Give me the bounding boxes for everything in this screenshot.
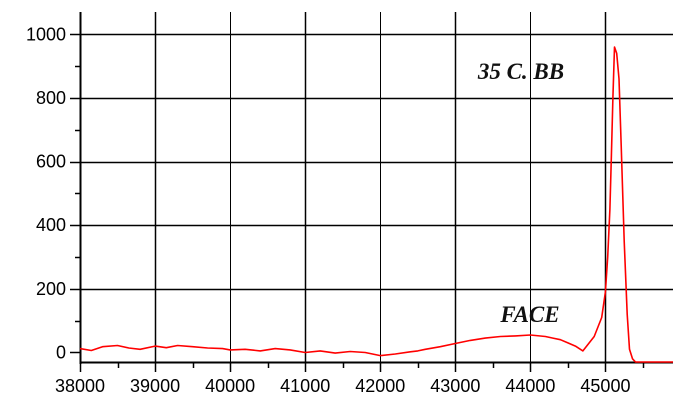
y-tick-label-1000: 1000 [26, 24, 66, 44]
y-tick-label-600: 600 [36, 152, 66, 172]
y-tick-label-400: 400 [36, 215, 66, 235]
x-tick-label-41000: 41000 [280, 376, 330, 396]
annotation-35-c-bb: 35 C. BB [477, 59, 564, 84]
x-tick-label-42000: 42000 [355, 376, 405, 396]
series-line-0 [79, 46, 673, 363]
x-tick-label-38000: 38000 [55, 376, 105, 396]
tick-labels: 0 200 400 600 800 1000 38000 39000 40000 41000 420… [26, 24, 631, 396]
x-tick-label-44000: 44000 [505, 376, 555, 396]
y-tick-label-800: 800 [36, 88, 66, 108]
y-tick-label-200: 200 [36, 279, 66, 299]
x-tick-label-45000: 45000 [580, 376, 630, 396]
axes [70, 12, 673, 372]
series-layer [79, 46, 673, 363]
annotations: 35 C. BB FACE [477, 59, 564, 327]
y-tick-label-0: 0 [56, 342, 66, 362]
x-tick-label-39000: 39000 [130, 376, 180, 396]
grid-lines [80, 12, 673, 362]
x-tick-label-43000: 43000 [430, 376, 480, 396]
x-tick-label-40000: 40000 [205, 376, 255, 396]
annotation-face: FACE [499, 302, 559, 327]
